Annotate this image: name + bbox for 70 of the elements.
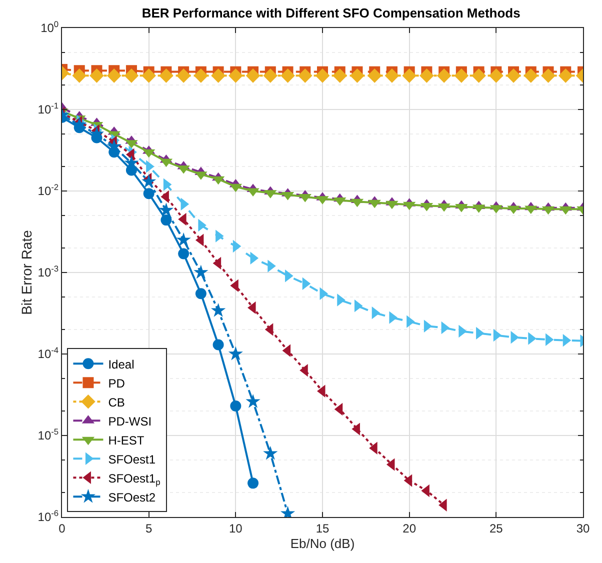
point <box>263 68 278 83</box>
point <box>90 68 104 83</box>
point <box>210 302 226 317</box>
legend-label: SFOest2 <box>108 490 156 504</box>
point <box>332 68 348 83</box>
point <box>158 202 174 217</box>
point <box>298 68 312 83</box>
point <box>402 68 416 83</box>
legend-label: PD <box>108 376 126 390</box>
x-tick-label: 10 <box>228 521 243 536</box>
x-tick-label: 15 <box>316 521 330 536</box>
point <box>246 68 260 83</box>
x-tick-label: 30 <box>576 521 590 536</box>
x-axis-title: Eb/No (dB) <box>290 536 355 551</box>
point <box>159 68 174 83</box>
y-tick-label: 10$^{-1}$ <box>38 100 59 117</box>
point <box>384 68 400 83</box>
point <box>367 68 382 83</box>
point <box>142 174 156 188</box>
point <box>124 68 139 83</box>
legend-label: SFOest1 <box>108 452 156 466</box>
point <box>472 68 486 83</box>
legend-label: PD-WSI <box>108 414 152 428</box>
point <box>454 68 469 83</box>
y-tick-label: 10$^{-2}$ <box>38 182 59 198</box>
x-tick-label: 0 <box>58 521 66 536</box>
legend-label: CB <box>108 395 125 410</box>
point <box>315 68 330 83</box>
point <box>143 188 154 200</box>
point <box>541 68 556 83</box>
point <box>176 232 191 246</box>
point <box>524 68 538 83</box>
point <box>228 68 243 83</box>
point <box>246 394 260 408</box>
legend-label: SFOest1$_{p}$ <box>108 471 161 487</box>
point <box>178 248 190 260</box>
point <box>280 68 295 83</box>
point <box>350 68 364 83</box>
point <box>194 264 208 279</box>
x-tick-label: 20 <box>402 521 416 536</box>
point <box>420 68 434 83</box>
x-tick-label: 25 <box>489 521 504 536</box>
point <box>436 68 452 83</box>
point <box>489 68 504 83</box>
chart-title: BER Performance with Different SFO Compensation Methods <box>142 6 520 21</box>
point <box>72 117 87 131</box>
y-tick-label: 10$^{-4}$ <box>38 345 59 362</box>
y-tick-label: 10$^{-3}$ <box>38 264 59 280</box>
x-tick-label: 5 <box>145 521 152 536</box>
legend-label: H-EST <box>108 433 145 448</box>
point <box>194 68 208 83</box>
y-tick-label: 10$^{-5}$ <box>38 426 59 443</box>
point <box>211 68 226 83</box>
point <box>228 346 243 360</box>
y-tick-label: 10$^{-6}$ <box>38 508 59 524</box>
point <box>106 68 122 83</box>
point <box>230 400 242 412</box>
point <box>506 68 521 83</box>
point <box>558 68 573 83</box>
point <box>160 214 172 226</box>
point <box>72 68 87 83</box>
y-axis-title: Bit Error Rate <box>18 230 34 315</box>
point <box>176 68 191 83</box>
point <box>263 446 278 460</box>
point <box>212 339 224 350</box>
legend-label: Ideal <box>108 357 134 372</box>
point <box>142 68 156 83</box>
point <box>248 478 259 489</box>
y-tick-label: 10$^{0}$ <box>40 19 59 36</box>
point <box>195 288 206 300</box>
